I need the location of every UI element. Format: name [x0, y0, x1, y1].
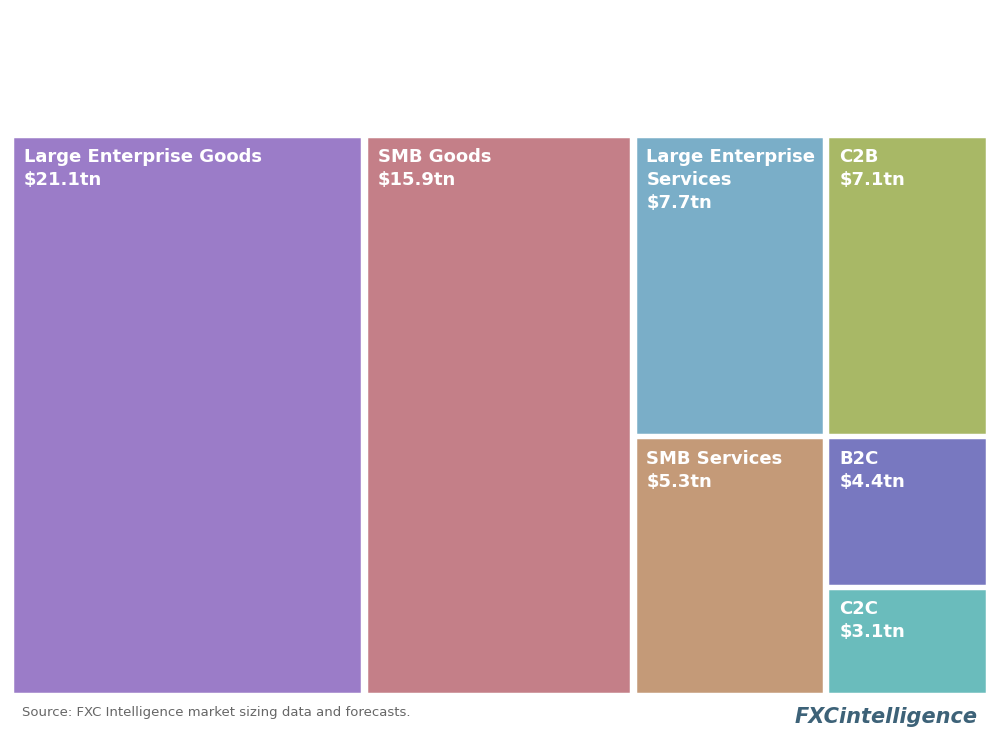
Text: SMB Goods
$15.9tn: SMB Goods $15.9tn — [378, 148, 492, 189]
Bar — [367, 136, 630, 694]
Text: Non-wholesale cross-border payments: 2032 market size: Non-wholesale cross-border payments: 203… — [22, 35, 956, 63]
Bar — [827, 437, 987, 586]
Text: Large Enterprise Goods
$21.1tn: Large Enterprise Goods $21.1tn — [24, 148, 262, 189]
Text: FXCintelligence: FXCintelligence — [794, 707, 977, 727]
Bar — [827, 136, 987, 435]
Text: Source: FXC Intelligence market sizing data and forecasts.: Source: FXC Intelligence market sizing d… — [22, 706, 411, 719]
Text: C2B
$7.1tn: C2B $7.1tn — [839, 148, 905, 189]
Bar — [827, 588, 987, 694]
Bar — [634, 437, 823, 694]
Text: B2C
$4.4tn: B2C $4.4tn — [839, 449, 905, 491]
Bar — [12, 136, 363, 694]
Bar — [634, 136, 823, 435]
Text: Large Enterprise
Services
$7.7tn: Large Enterprise Services $7.7tn — [646, 148, 815, 212]
Text: SMB Services
$5.3tn: SMB Services $5.3tn — [646, 449, 782, 491]
Text: The forecasted future size of the cross-border payments market by segment: The forecasted future size of the cross-… — [22, 90, 741, 109]
Text: C2C
$3.1tn: C2C $3.1tn — [839, 601, 905, 641]
